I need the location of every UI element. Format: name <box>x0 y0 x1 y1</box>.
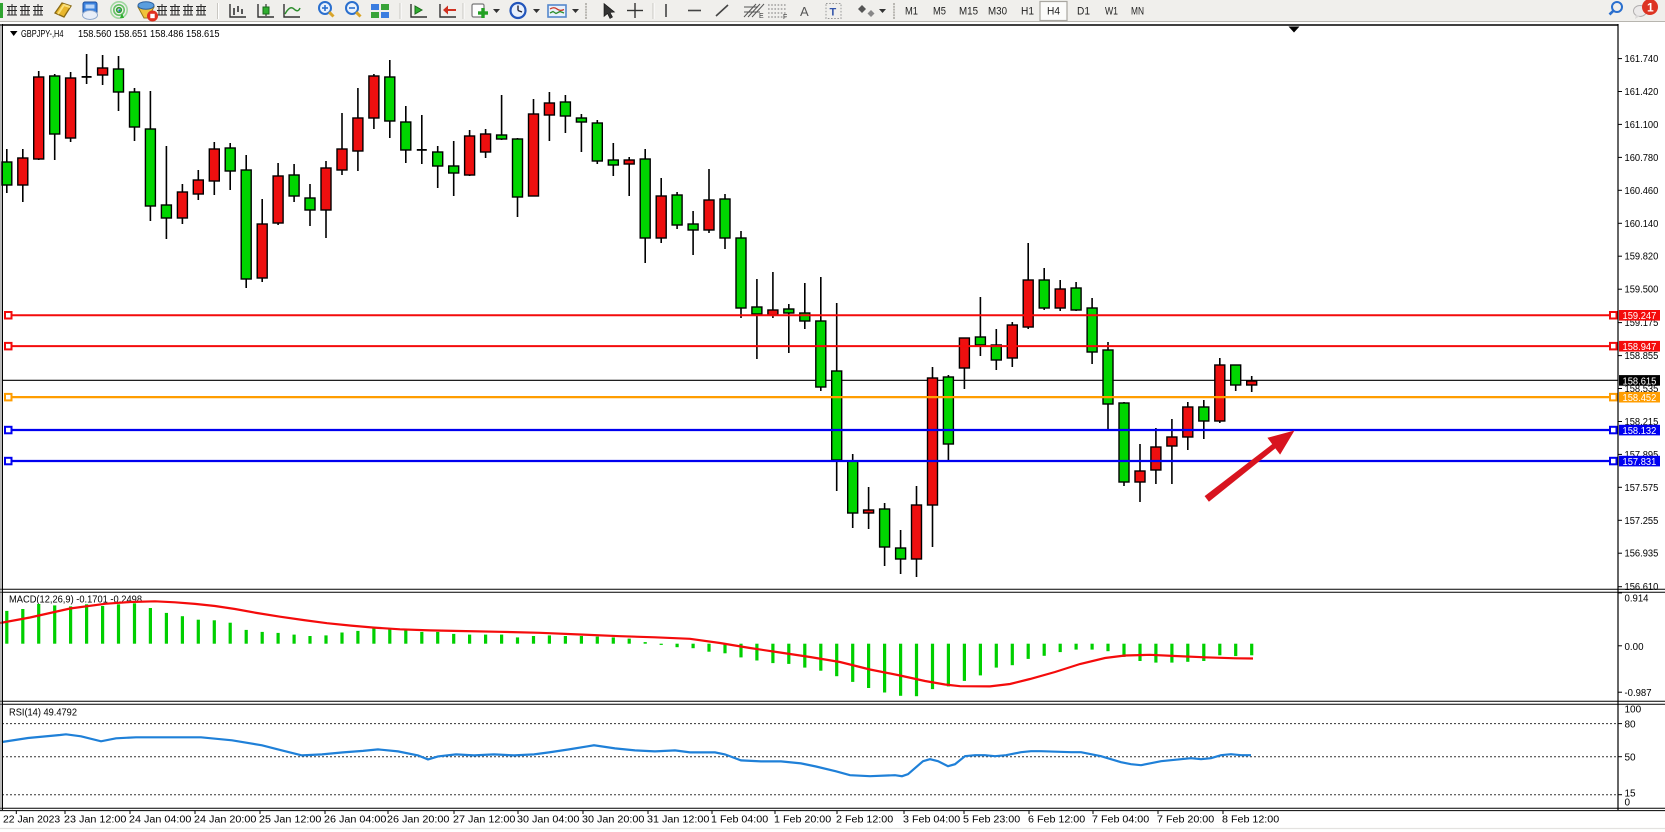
svg-text:E: E <box>759 13 764 20</box>
svg-text:22 Jan 2023: 22 Jan 2023 <box>3 814 61 825</box>
svg-text:3 Feb 04:00: 3 Feb 04:00 <box>903 814 961 825</box>
svg-text:30 Jan 20:00: 30 Jan 20:00 <box>582 814 645 825</box>
svg-text:0.914: 0.914 <box>1625 594 1649 605</box>
svg-text:100: 100 <box>1625 705 1642 716</box>
svg-text:157.255: 157.255 <box>1625 516 1659 527</box>
svg-text:A: A <box>800 4 809 19</box>
svg-text:158.535: 158.535 <box>1625 384 1659 395</box>
svg-text:M30: M30 <box>988 6 1007 18</box>
svg-text:50: 50 <box>1625 753 1637 764</box>
svg-text:157.575: 157.575 <box>1625 483 1659 494</box>
svg-text:160.780: 160.780 <box>1625 153 1659 164</box>
svg-text:GBPJPY-,H4: GBPJPY-,H4 <box>21 29 64 40</box>
svg-text:161.740: 161.740 <box>1625 54 1659 65</box>
svg-text:156.610: 156.610 <box>1625 582 1659 593</box>
svg-text:T: T <box>830 7 837 19</box>
svg-text:26 Jan 20:00: 26 Jan 20:00 <box>387 814 450 825</box>
svg-text:161.420: 161.420 <box>1625 87 1659 98</box>
svg-text:159.500: 159.500 <box>1625 285 1659 296</box>
svg-text:M1: M1 <box>905 6 918 18</box>
svg-text:1 Feb 04:00: 1 Feb 04:00 <box>711 814 769 825</box>
svg-text:MN: MN <box>1131 6 1144 18</box>
svg-text:158.215: 158.215 <box>1625 417 1659 428</box>
svg-text:159.247: 159.247 <box>1623 311 1657 322</box>
svg-text:7 Feb 20:00: 7 Feb 20:00 <box>1157 814 1215 825</box>
svg-text:1: 1 <box>1647 1 1654 15</box>
svg-text:31 Jan 12:00: 31 Jan 12:00 <box>647 814 710 825</box>
svg-text:6 Feb 12:00: 6 Feb 12:00 <box>1028 814 1086 825</box>
svg-text:24 Jan 04:00: 24 Jan 04:00 <box>129 814 192 825</box>
svg-text:MACD(12,26,9) -0.1701 -0.2498: MACD(12,26,9) -0.1701 -0.2498 <box>9 595 142 606</box>
svg-text:8 Feb 12:00: 8 Feb 12:00 <box>1222 814 1280 825</box>
svg-text:27 Jan 12:00: 27 Jan 12:00 <box>453 814 516 825</box>
svg-text:M15: M15 <box>959 6 978 18</box>
svg-text:F: F <box>783 14 787 21</box>
svg-text:W1: W1 <box>1105 6 1118 18</box>
svg-text:30 Jan 04:00: 30 Jan 04:00 <box>517 814 580 825</box>
svg-text:23 Jan 12:00: 23 Jan 12:00 <box>64 814 127 825</box>
svg-text:M5: M5 <box>933 6 946 18</box>
svg-text:156.935: 156.935 <box>1625 549 1659 560</box>
svg-text:160.140: 160.140 <box>1625 219 1659 230</box>
svg-text:157.895: 157.895 <box>1625 450 1659 461</box>
svg-text:-0.987: -0.987 <box>1625 688 1652 699</box>
svg-text:158.947: 158.947 <box>1623 342 1657 353</box>
svg-text:RSI(14) 49.4792: RSI(14) 49.4792 <box>9 708 77 719</box>
svg-text:H4: H4 <box>1047 6 1060 18</box>
svg-text:158.452: 158.452 <box>1623 393 1657 404</box>
svg-text:161.100: 161.100 <box>1625 120 1659 131</box>
svg-text:158.560 158.651 158.486 158.61: 158.560 158.651 158.486 158.615 <box>78 29 220 40</box>
svg-text:80: 80 <box>1625 720 1637 731</box>
svg-text:D1: D1 <box>1077 6 1090 18</box>
svg-text:158.855: 158.855 <box>1625 351 1659 362</box>
svg-text:25 Jan 12:00: 25 Jan 12:00 <box>259 814 322 825</box>
svg-text:1 Feb 20:00: 1 Feb 20:00 <box>774 814 832 825</box>
svg-text:2 Feb 12:00: 2 Feb 12:00 <box>836 814 894 825</box>
svg-text:0.00: 0.00 <box>1625 642 1644 653</box>
svg-text:15: 15 <box>1625 789 1637 800</box>
svg-text:24 Jan 20:00: 24 Jan 20:00 <box>194 814 257 825</box>
svg-text:157.831: 157.831 <box>1623 457 1657 468</box>
svg-text:158.132: 158.132 <box>1623 426 1657 437</box>
svg-text:7 Feb 04:00: 7 Feb 04:00 <box>1092 814 1150 825</box>
svg-text:5 Feb 23:00: 5 Feb 23:00 <box>963 814 1021 825</box>
svg-text:0: 0 <box>1625 798 1631 809</box>
svg-text:H1: H1 <box>1021 6 1034 18</box>
svg-text:158.615: 158.615 <box>1623 376 1657 387</box>
svg-text:159.820: 159.820 <box>1625 252 1659 263</box>
svg-text:26 Jan 04:00: 26 Jan 04:00 <box>324 814 387 825</box>
svg-text:160.460: 160.460 <box>1625 186 1659 197</box>
svg-text:159.175: 159.175 <box>1625 318 1659 329</box>
